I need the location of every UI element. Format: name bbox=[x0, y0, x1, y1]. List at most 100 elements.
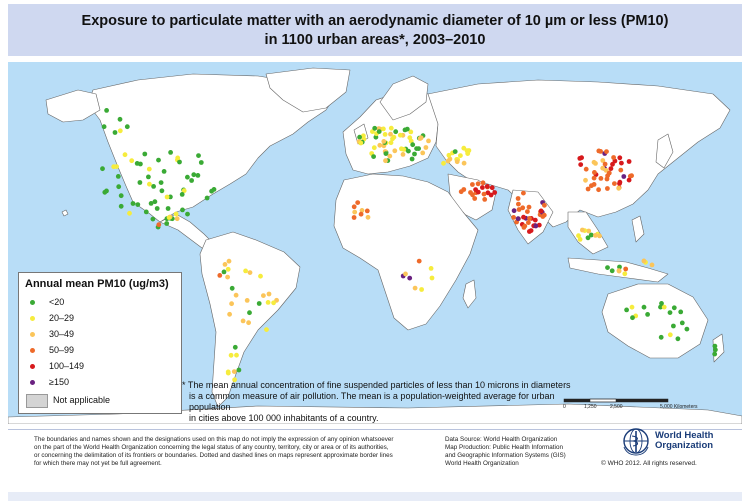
city-marker bbox=[630, 315, 635, 321]
who-name-line: World Health bbox=[655, 430, 714, 441]
city-marker bbox=[593, 233, 598, 238]
city-marker bbox=[617, 264, 622, 270]
city-marker bbox=[381, 139, 387, 144]
city-marker bbox=[596, 187, 601, 193]
city-marker bbox=[426, 138, 431, 144]
city-marker bbox=[621, 174, 627, 179]
city-dots bbox=[100, 108, 718, 383]
city-marker bbox=[452, 149, 458, 154]
city-marker bbox=[185, 211, 190, 217]
city-marker bbox=[679, 320, 685, 326]
city-marker bbox=[226, 258, 232, 264]
legend-item: 20–29 bbox=[19, 313, 179, 327]
city-marker bbox=[626, 159, 632, 164]
city-marker bbox=[204, 195, 210, 201]
city-marker bbox=[129, 158, 135, 164]
city-marker bbox=[115, 174, 121, 179]
legend-item: 30–49 bbox=[19, 329, 179, 343]
city-marker bbox=[244, 298, 250, 303]
legend-label: 50–99 bbox=[49, 345, 75, 355]
city-marker bbox=[470, 192, 475, 198]
legend-swatch bbox=[30, 364, 35, 369]
city-marker bbox=[156, 222, 162, 228]
city-marker bbox=[150, 216, 156, 222]
not-applicable-label: Not applicable bbox=[53, 395, 111, 405]
city-marker bbox=[428, 266, 434, 271]
city-marker bbox=[515, 216, 521, 222]
city-marker bbox=[525, 209, 530, 215]
city-marker bbox=[390, 136, 395, 142]
city-marker bbox=[538, 208, 544, 214]
city-marker bbox=[597, 233, 602, 239]
city-marker bbox=[198, 160, 204, 165]
city-marker bbox=[418, 135, 424, 141]
city-marker bbox=[181, 188, 187, 194]
city-marker bbox=[371, 154, 376, 159]
city-marker bbox=[351, 215, 357, 220]
city-marker bbox=[137, 180, 143, 185]
city-marker bbox=[383, 151, 389, 156]
city-marker bbox=[364, 208, 370, 214]
landmass-madagascar bbox=[462, 279, 477, 309]
legend-swatch bbox=[30, 300, 35, 305]
city-marker bbox=[488, 192, 494, 198]
city-marker bbox=[578, 162, 584, 167]
landmass-australia bbox=[601, 283, 709, 359]
city-marker bbox=[542, 202, 547, 208]
city-marker bbox=[712, 351, 718, 357]
city-marker bbox=[240, 318, 246, 324]
city-marker bbox=[406, 148, 411, 154]
city-marker bbox=[671, 323, 676, 329]
scale-bar: 0 1,250 2,500 5,000 Kilometers bbox=[560, 398, 740, 420]
city-marker bbox=[600, 158, 606, 163]
footnote: * The mean annual concentration of fine … bbox=[182, 380, 582, 424]
city-marker bbox=[383, 158, 388, 164]
city-marker bbox=[454, 159, 460, 165]
city-marker bbox=[619, 160, 624, 166]
city-marker bbox=[604, 176, 610, 182]
city-marker bbox=[195, 173, 201, 178]
city-marker bbox=[641, 304, 647, 310]
city-marker bbox=[629, 173, 634, 179]
city-marker bbox=[470, 182, 475, 187]
city-marker bbox=[461, 187, 467, 192]
city-marker bbox=[217, 273, 223, 278]
city-marker bbox=[111, 164, 117, 170]
city-marker bbox=[475, 181, 481, 187]
city-marker bbox=[429, 275, 435, 281]
city-marker bbox=[228, 352, 234, 358]
city-marker bbox=[154, 206, 160, 211]
city-marker bbox=[516, 201, 521, 207]
city-marker bbox=[371, 145, 377, 151]
city-marker bbox=[225, 370, 231, 376]
city-marker bbox=[712, 343, 718, 349]
disclaimer: The boundaries and names shown and the d… bbox=[34, 436, 424, 468]
city-marker bbox=[583, 177, 588, 183]
city-marker bbox=[388, 131, 393, 137]
city-marker bbox=[159, 188, 165, 194]
legend-label: 20–29 bbox=[49, 313, 75, 323]
bottom-band bbox=[8, 492, 742, 501]
city-marker bbox=[609, 268, 615, 274]
city-marker bbox=[402, 127, 408, 133]
city-marker bbox=[541, 212, 547, 218]
city-marker bbox=[458, 153, 463, 158]
legend-label: 30–49 bbox=[49, 329, 75, 339]
city-marker bbox=[381, 126, 386, 132]
city-marker bbox=[104, 108, 109, 113]
city-marker bbox=[441, 160, 446, 166]
not-applicable-swatch bbox=[26, 394, 48, 408]
city-marker bbox=[586, 228, 592, 234]
city-marker bbox=[408, 129, 414, 135]
city-marker bbox=[143, 209, 149, 215]
landmass-greenland bbox=[265, 67, 351, 113]
city-marker bbox=[221, 269, 227, 275]
city-marker bbox=[489, 185, 495, 191]
city-marker bbox=[611, 155, 616, 160]
city-marker bbox=[511, 215, 516, 220]
city-marker bbox=[659, 301, 664, 306]
city-marker bbox=[420, 150, 426, 156]
legend-swatch bbox=[30, 332, 35, 337]
city-marker bbox=[100, 166, 105, 172]
city-marker bbox=[608, 166, 614, 171]
